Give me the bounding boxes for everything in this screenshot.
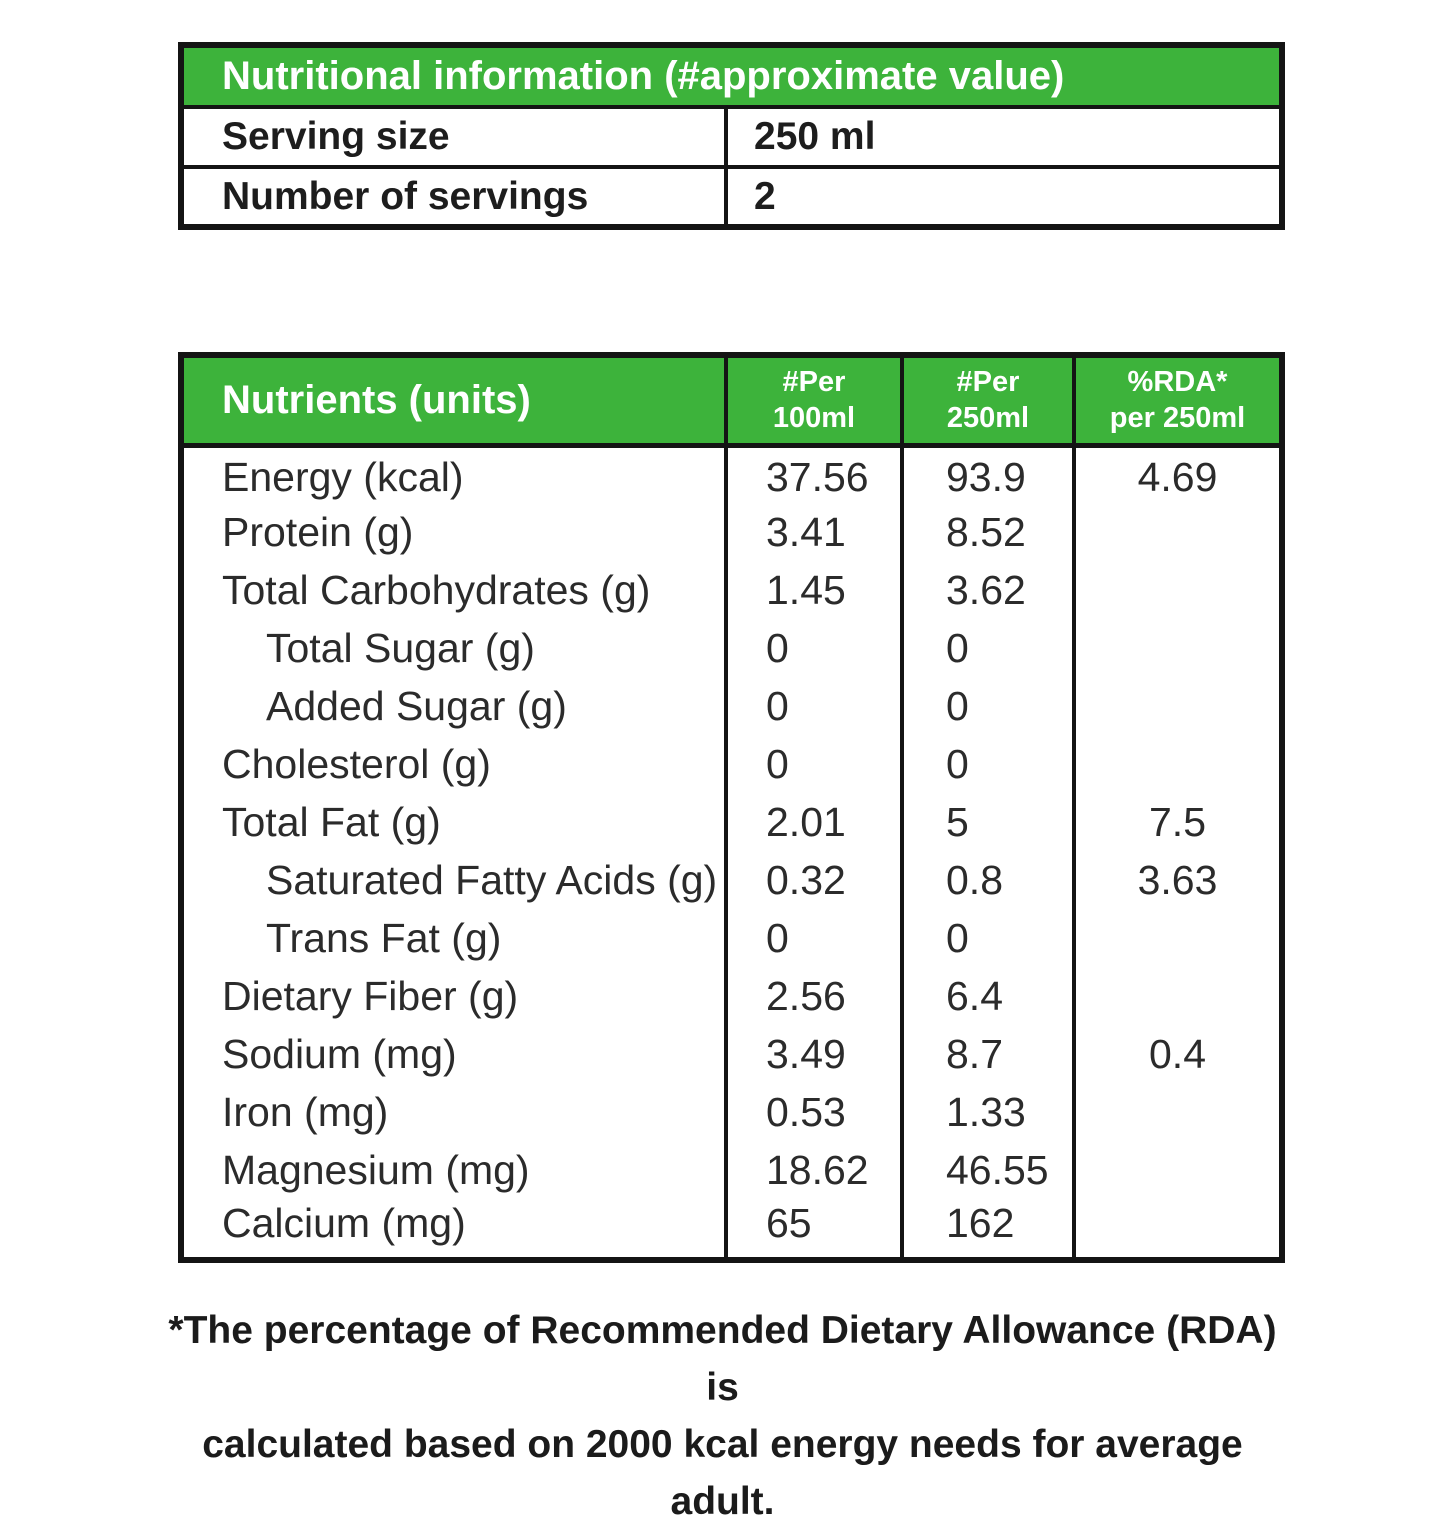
serving-size-value: 250 ml bbox=[724, 105, 1284, 169]
nutrient-name: Sodium (mg) bbox=[179, 1025, 728, 1083]
rda-value bbox=[1072, 619, 1284, 677]
nutrients-header-row: Nutrients (units) #Per 100ml #Per 250ml … bbox=[179, 353, 1284, 448]
per-250ml-value: 8.52 bbox=[900, 503, 1076, 561]
col-header-line: #Per bbox=[956, 366, 1020, 399]
number-of-servings-value: 2 bbox=[724, 165, 1284, 229]
rda-value bbox=[1072, 1141, 1284, 1199]
number-of-servings-label: Number of servings bbox=[179, 165, 728, 229]
table-row: Total Sugar (g) 0 0 bbox=[179, 619, 1284, 677]
col-header-line: %RDA* bbox=[1127, 366, 1228, 399]
nutrient-name: Added Sugar (g) bbox=[179, 677, 728, 735]
per-250ml-value: 162 bbox=[900, 1199, 1076, 1260]
per-100ml-value: 0 bbox=[724, 909, 904, 967]
nutrient-name: Dietary Fiber (g) bbox=[179, 967, 728, 1025]
table-row: Total Carbohydrates (g) 1.45 3.62 bbox=[179, 561, 1284, 619]
rda-value bbox=[1072, 1083, 1284, 1141]
col-header-per-100ml: #Per 100ml bbox=[724, 353, 904, 448]
table-row: Serving size 250 ml bbox=[179, 105, 1284, 169]
nutrient-name: Magnesium (mg) bbox=[179, 1141, 728, 1199]
per-250ml-value: 3.62 bbox=[900, 561, 1076, 619]
table-row: Added Sugar (g) 0 0 bbox=[179, 677, 1284, 735]
nutrient-name: Total Fat (g) bbox=[179, 793, 728, 851]
per-250ml-value: 1.33 bbox=[900, 1083, 1076, 1141]
rda-value bbox=[1072, 909, 1284, 967]
table-row: Saturated Fatty Acids (g) 0.32 0.8 3.63 bbox=[179, 851, 1284, 909]
per-100ml-value: 18.62 bbox=[724, 1141, 904, 1199]
rda-value bbox=[1072, 1199, 1284, 1260]
rda-footnote-line: calculated based on 2000 kcal energy nee… bbox=[202, 1423, 1243, 1523]
table-row: Iron (mg) 0.53 1.33 bbox=[179, 1083, 1284, 1141]
col-header-line: 250ml bbox=[946, 402, 1030, 435]
table-row: Trans Fat (g) 0 0 bbox=[179, 909, 1284, 967]
per-100ml-value: 0 bbox=[724, 619, 904, 677]
nutrient-name: Calcium (mg) bbox=[179, 1199, 728, 1260]
rda-value bbox=[1072, 735, 1284, 793]
per-250ml-value: 8.7 bbox=[900, 1025, 1076, 1083]
rda-value: 4.69 bbox=[1072, 445, 1284, 503]
per-250ml-value: 46.55 bbox=[900, 1141, 1076, 1199]
table-row: Number of servings 2 bbox=[179, 165, 1284, 229]
nutrient-name: Protein (g) bbox=[179, 503, 728, 561]
per-250ml-value: 93.9 bbox=[900, 445, 1076, 503]
col-header-rda: %RDA* per 250ml bbox=[1072, 353, 1284, 448]
serving-size-label: Serving size bbox=[179, 105, 728, 169]
rda-footnote: *The percentage of Recommended Dietary A… bbox=[150, 1302, 1295, 1530]
table-row: Energy (kcal) 37.56 93.9 4.69 bbox=[179, 445, 1284, 503]
per-100ml-value: 2.01 bbox=[724, 793, 904, 851]
col-header-per-250ml: #Per 250ml bbox=[900, 353, 1076, 448]
per-250ml-value: 5 bbox=[900, 793, 1076, 851]
per-100ml-value: 37.56 bbox=[724, 445, 904, 503]
nutrient-name: Total Sugar (g) bbox=[179, 619, 728, 677]
rda-value: 7.5 bbox=[1072, 793, 1284, 851]
per-100ml-value: 0 bbox=[724, 735, 904, 793]
col-header-line: 100ml bbox=[772, 402, 856, 435]
per-250ml-value: 0 bbox=[900, 735, 1076, 793]
per-250ml-value: 0 bbox=[900, 909, 1076, 967]
rda-value bbox=[1072, 503, 1284, 561]
nutrient-name: Total Carbohydrates (g) bbox=[179, 561, 728, 619]
per-100ml-value: 2.56 bbox=[724, 967, 904, 1025]
rda-value: 0.4 bbox=[1072, 1025, 1284, 1083]
per-100ml-value: 3.41 bbox=[724, 503, 904, 561]
table-row: Dietary Fiber (g) 2.56 6.4 bbox=[179, 967, 1284, 1025]
table-row: Protein (g) 3.41 8.52 bbox=[179, 503, 1284, 561]
col-header-line: per 250ml bbox=[1109, 402, 1246, 435]
table-row: Calcium (mg) 65 162 bbox=[179, 1199, 1284, 1260]
nutrients-table: Nutrients (units) #Per 100ml #Per 250ml … bbox=[178, 352, 1285, 1263]
serving-info-table: Nutritional information (#approximate va… bbox=[178, 42, 1285, 230]
col-header-nutrients: Nutrients (units) bbox=[179, 353, 728, 448]
nutrient-name: Iron (mg) bbox=[179, 1083, 728, 1141]
table-row: Magnesium (mg) 18.62 46.55 bbox=[179, 1141, 1284, 1199]
per-100ml-value: 0 bbox=[724, 677, 904, 735]
per-100ml-value: 65 bbox=[724, 1199, 904, 1260]
info-table-title: Nutritional information (#approximate va… bbox=[179, 43, 1284, 109]
info-title-row: Nutritional information (#approximate va… bbox=[179, 43, 1284, 109]
nutrient-name: Energy (kcal) bbox=[179, 445, 728, 503]
per-100ml-value: 0.32 bbox=[724, 851, 904, 909]
per-250ml-value: 0 bbox=[900, 619, 1076, 677]
table-row: Total Fat (g) 2.01 5 7.5 bbox=[179, 793, 1284, 851]
nutrient-name: Saturated Fatty Acids (g) bbox=[179, 851, 728, 909]
rda-value bbox=[1072, 561, 1284, 619]
rda-footnote-line: *The percentage of Recommended Dietary A… bbox=[168, 1309, 1277, 1409]
nutrition-label-page: Nutritional information (#approximate va… bbox=[168, 42, 1285, 1523]
per-100ml-value: 0.53 bbox=[724, 1083, 904, 1141]
nutrient-name: Cholesterol (g) bbox=[179, 735, 728, 793]
table-row: Cholesterol (g) 0 0 bbox=[179, 735, 1284, 793]
nutrient-name: Trans Fat (g) bbox=[179, 909, 728, 967]
rda-value: 3.63 bbox=[1072, 851, 1284, 909]
col-header-line: #Per bbox=[782, 366, 846, 399]
per-250ml-value: 0.8 bbox=[900, 851, 1076, 909]
rda-value bbox=[1072, 967, 1284, 1025]
rda-value bbox=[1072, 677, 1284, 735]
per-100ml-value: 1.45 bbox=[724, 561, 904, 619]
per-250ml-value: 0 bbox=[900, 677, 1076, 735]
per-100ml-value: 3.49 bbox=[724, 1025, 904, 1083]
per-250ml-value: 6.4 bbox=[900, 967, 1076, 1025]
table-row: Sodium (mg) 3.49 8.7 0.4 bbox=[179, 1025, 1284, 1083]
